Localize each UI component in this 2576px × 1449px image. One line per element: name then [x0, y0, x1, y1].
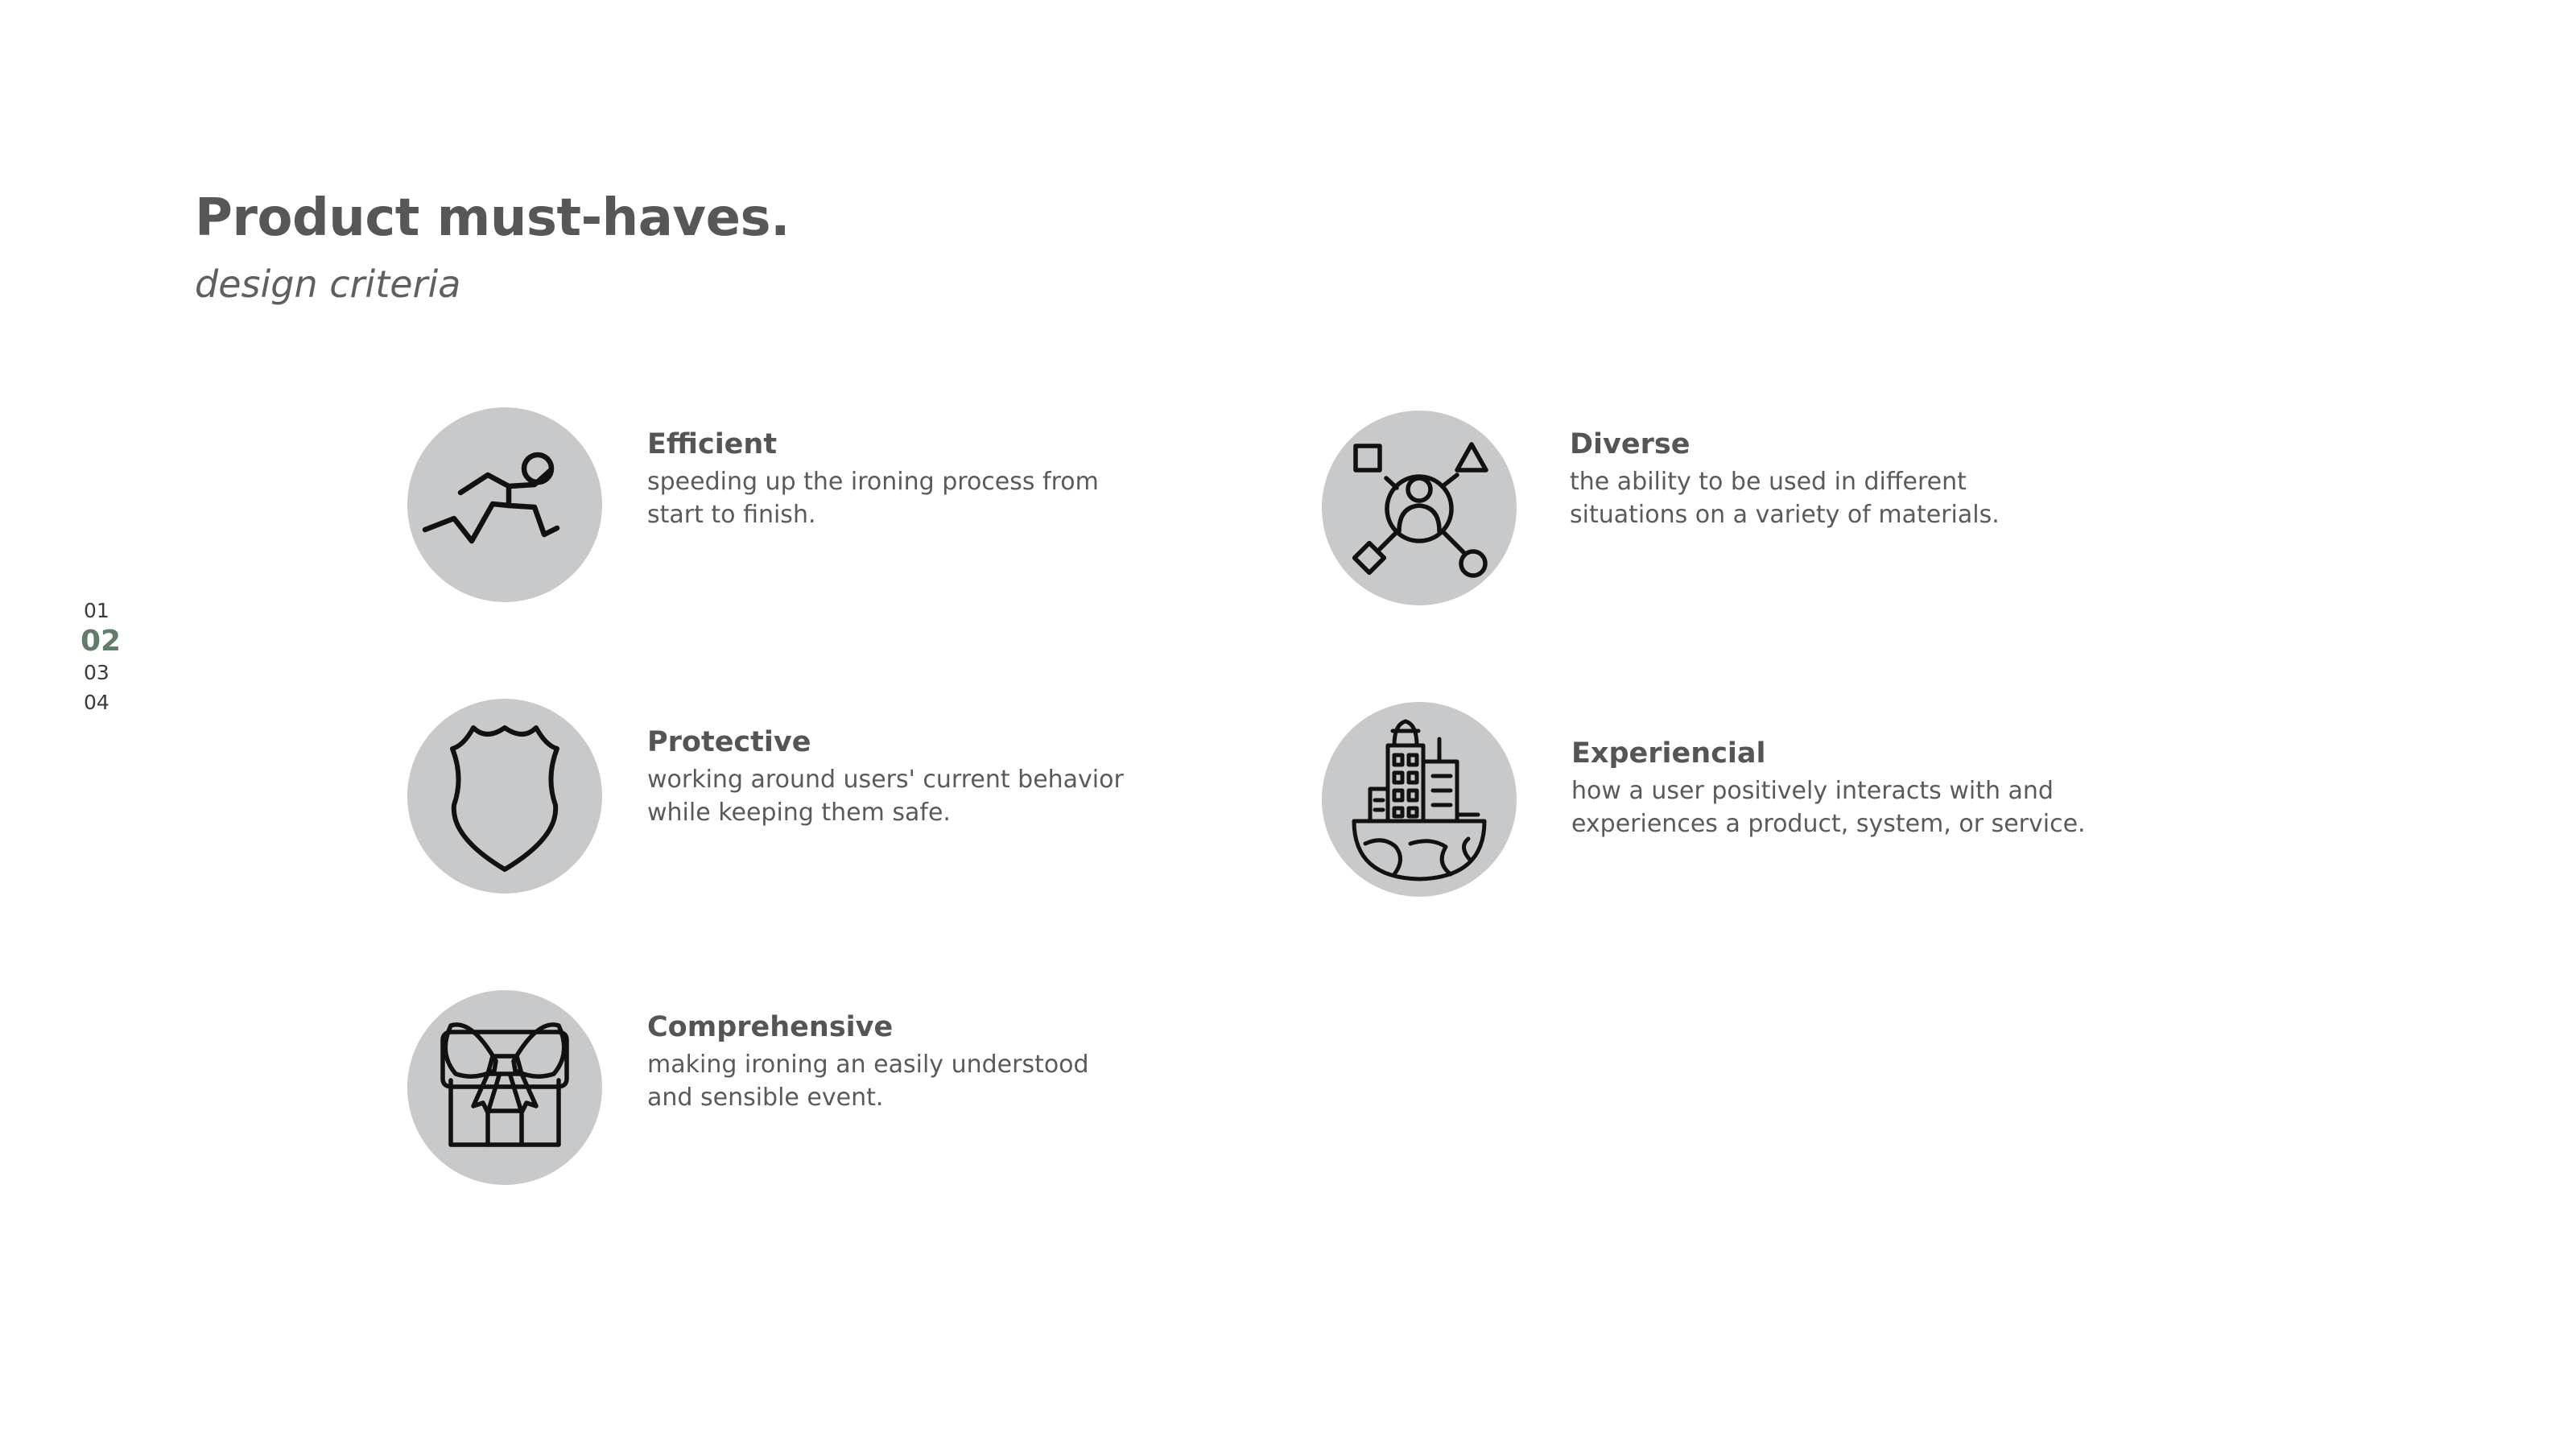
- page-subtitle: design criteria: [195, 262, 461, 306]
- page-navigation: 01 02 03 04: [80, 596, 145, 717]
- criterion-description: working around users' current behavior w…: [647, 766, 1124, 827]
- criterion-description: the ability to be used in different situ…: [1570, 468, 2000, 529]
- page-nav-item-02-active[interactable]: 02: [80, 625, 122, 658]
- criterion-title: Comprehensive: [647, 1011, 894, 1043]
- running-person-icon: [422, 452, 560, 544]
- page-title: Product must-haves.: [195, 188, 790, 248]
- criterion-title: Efficient: [647, 428, 778, 460]
- page-nav-item-01[interactable]: 01: [84, 599, 109, 622]
- city-globe-icon: [1352, 719, 1487, 881]
- criterion-description: how a user positively interacts with and…: [1571, 777, 2086, 838]
- criterion-title: Protective: [647, 726, 811, 758]
- person-network-icon: [1352, 442, 1488, 578]
- icon-circle: [407, 990, 602, 1185]
- icon-circle: [1322, 702, 1517, 897]
- gift-box-icon: [440, 1022, 569, 1147]
- page-nav-item-04[interactable]: 04: [84, 691, 109, 714]
- criterion-description: making ironing an easily understood and …: [647, 1051, 1089, 1112]
- criterion-title: Diverse: [1570, 428, 1690, 460]
- shield-icon: [450, 725, 559, 872]
- icon-circle: [407, 407, 602, 602]
- page-nav-item-03[interactable]: 03: [84, 661, 109, 684]
- icon-circle: [407, 699, 602, 894]
- icon-circle: [1322, 411, 1517, 605]
- criterion-title: Experiencial: [1571, 737, 1766, 770]
- criterion-description: speeding up the ironing process from sta…: [647, 468, 1099, 529]
